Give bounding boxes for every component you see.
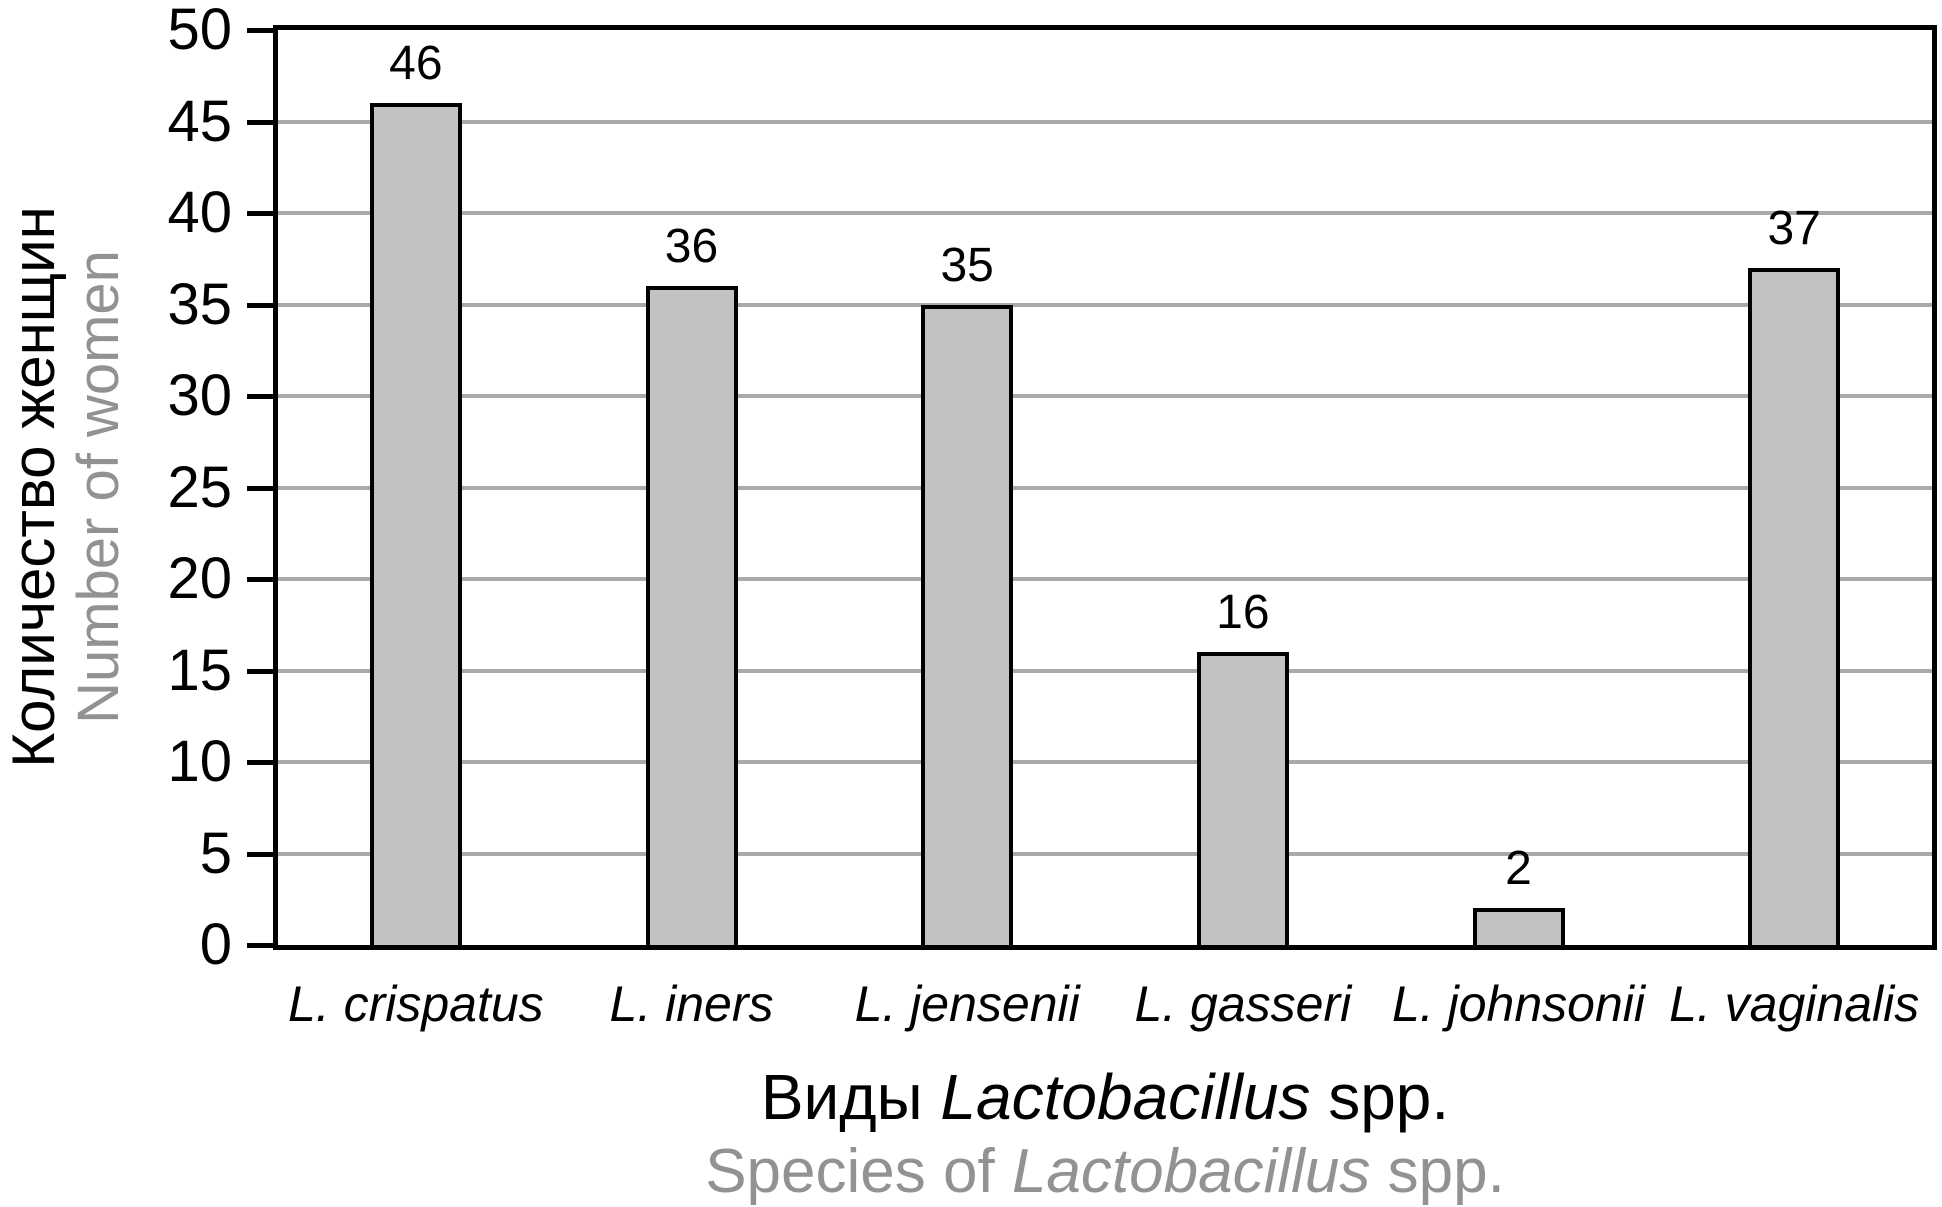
x-title-line2-suffix: spp.	[1370, 1137, 1505, 1207]
y-tick-label: 0	[199, 912, 232, 977]
y-tick-label: 40	[167, 180, 232, 245]
x-category-label: L. gasseri	[1134, 976, 1352, 1032]
plot-inner: 46 36 35 16 2 37	[278, 30, 1932, 945]
gridline	[278, 851, 1932, 856]
gridline	[278, 394, 1932, 398]
x-title-line1-prefix: Виды	[760, 1061, 941, 1133]
y-tick-label: 30	[167, 363, 232, 428]
y-axis-tick	[247, 760, 278, 765]
x-category-label: L. iners	[609, 976, 774, 1032]
y-tick-label: 20	[167, 546, 232, 611]
x-title-line1-suffix: spp.	[1310, 1061, 1450, 1133]
bar-value-label: 2	[1505, 842, 1532, 896]
bar-l-iners	[645, 286, 738, 945]
bar-l-vaginalis	[1748, 267, 1841, 945]
bar-value-label: 16	[1216, 586, 1270, 640]
x-category-label: L. crispatus	[287, 976, 544, 1032]
gridline	[278, 760, 1932, 764]
x-title-line2-italic: Lactobacillus	[1011, 1137, 1371, 1207]
bar-value-label: 35	[940, 238, 994, 292]
x-category-label: L. jensenii	[854, 976, 1080, 1032]
x-title-line1-italic: Lactobacillus	[940, 1061, 1311, 1133]
x-axis-category-labels: L. crispatus L. iners L. jensenii L. gasser…	[278, 975, 1932, 1037]
y-axis-tick	[247, 302, 278, 308]
y-axis-tick	[247, 851, 278, 857]
y-axis-tick	[247, 943, 278, 948]
gridline	[278, 302, 1932, 307]
y-axis-tick	[247, 119, 278, 125]
bar-l-johnsonii	[1472, 908, 1565, 945]
y-axis-tick	[247, 668, 278, 674]
bar-l-crispatus	[369, 103, 462, 945]
y-axis-tick	[247, 394, 278, 399]
y-axis-tick	[247, 577, 278, 582]
x-axis-title-russian: Виды Lactobacillus spp.	[278, 1061, 1932, 1133]
x-category-label: L. johnsonii	[1392, 976, 1645, 1032]
gridline	[278, 485, 1932, 490]
gridline	[278, 119, 1932, 124]
y-tick-label: 50	[167, 0, 232, 62]
y-axis-tick	[247, 211, 278, 216]
y-axis-tick-labels: 0 5 10 15 20 25 30 35 40 45 50	[0, 0, 232, 1207]
y-axis-tick	[247, 485, 278, 491]
y-tick-label: 15	[167, 637, 232, 703]
y-tick-label: 25	[167, 454, 232, 520]
gridline	[278, 668, 1932, 673]
bar-value-label: 46	[389, 37, 443, 91]
bar-l-gasseri	[1196, 652, 1289, 945]
bar-value-label: 37	[1767, 201, 1821, 255]
y-axis-tick	[247, 28, 278, 33]
x-axis-title-english: Species of Lactobacillus spp.	[278, 1139, 1932, 1204]
bar-value-label: 36	[664, 220, 719, 274]
x-title-line2-prefix: Species of	[705, 1137, 1012, 1207]
bar-l-jensenii	[921, 304, 1014, 945]
gridline	[278, 577, 1932, 581]
gridline	[278, 211, 1932, 215]
y-tick-label: 35	[167, 271, 232, 337]
y-tick-label: 5	[199, 820, 232, 886]
x-axis-title: Виды Lactobacillus spp. Species of Lacto…	[278, 1061, 1932, 1204]
y-tick-label: 45	[167, 88, 232, 154]
y-tick-label: 10	[167, 729, 232, 794]
plot-area: 46 36 35 16 2 37	[247, 25, 1937, 950]
x-category-label: L. vaginalis	[1669, 976, 1920, 1032]
